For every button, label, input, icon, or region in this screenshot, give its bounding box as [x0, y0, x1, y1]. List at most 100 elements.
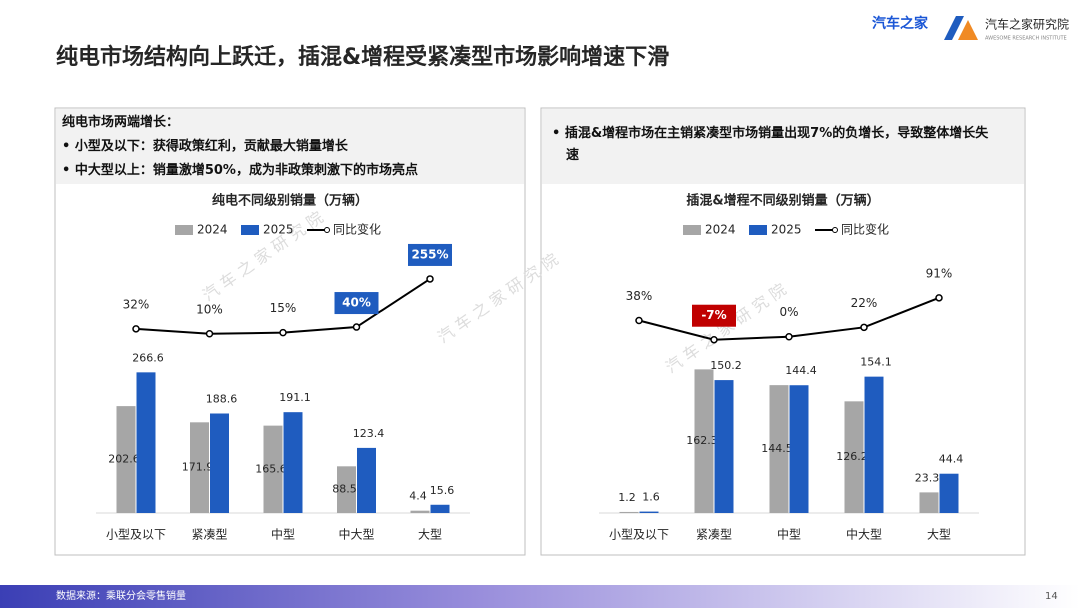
bar: [190, 422, 209, 513]
institute-name: 汽车之家研究院: [985, 17, 1069, 32]
x-tick-label: 小型及以下: [106, 528, 166, 542]
data-label: 1.2: [618, 491, 636, 504]
data-label: 191.1: [279, 391, 311, 404]
notes: • 插混&增程市场在主销紧凑型市场销量出现7%的负增长，导致整体增长失速: [552, 123, 992, 167]
label-box: [334, 292, 379, 315]
bar: [410, 510, 430, 513]
data-label: 32%: [123, 297, 150, 311]
data-label: 15%: [270, 301, 297, 315]
data-label: 123.4: [353, 427, 385, 440]
data-label: 202.6: [108, 453, 140, 466]
legend-label: 同比变化: [333, 222, 381, 237]
data-label: 88.5: [332, 483, 357, 496]
legend-label: 同比变化: [841, 222, 889, 237]
data-label: 91%: [926, 266, 953, 280]
yoy-point: [132, 325, 140, 333]
logo-shape: [958, 20, 978, 40]
data-label: 0%: [779, 305, 798, 319]
legend-swatch: [683, 225, 701, 235]
data-label: 40%: [342, 296, 371, 310]
data-label: 266.6: [132, 351, 164, 364]
yoy-point: [426, 275, 434, 283]
data-label: 188.6: [206, 392, 238, 405]
note-line: • 小型及以下：获得政策红利，贡献最大销量增长: [62, 139, 348, 154]
page-number: 14: [1045, 591, 1058, 602]
legend-swatch: [749, 225, 767, 235]
data-label: 38%: [626, 289, 653, 303]
bar: [919, 492, 939, 513]
yoy-point: [785, 332, 793, 341]
data-label: 15.6: [430, 484, 455, 497]
bar: [116, 406, 136, 513]
note-line: • 中大型以上：销量激增50%，成为非政策刺激下的市场亮点: [62, 163, 418, 178]
x-tick-label: 大型: [418, 528, 442, 542]
panel-frame: [54, 107, 526, 556]
legend-label: 2025: [263, 223, 294, 237]
notes-bg: [542, 109, 1024, 184]
institute-en: AWESOME RESEARCH INSTITUTE: [985, 36, 1067, 42]
legend-label: 2025: [771, 223, 802, 237]
data-label: 10%: [196, 302, 223, 316]
data-label: 126.2: [836, 450, 868, 463]
legend-dot: [324, 227, 330, 233]
logo-shape: [944, 16, 964, 40]
yoy-point: [279, 328, 287, 337]
footer-source: 数据来源：乘联分会零售销量: [56, 589, 186, 602]
data-label: 154.1: [860, 356, 892, 369]
bar: [430, 504, 450, 513]
bar: [844, 401, 864, 513]
data-label: 23.3: [915, 471, 940, 484]
note-line: 纯电市场两端增长：: [62, 115, 180, 130]
data-label: 255%: [411, 247, 448, 261]
logo-text: 汽车之家: [872, 15, 929, 32]
bar: [136, 372, 156, 513]
x-tick-label: 中型: [271, 527, 295, 542]
x-tick-label: 中大型: [846, 527, 882, 542]
x-tick-label: 中型: [777, 527, 801, 542]
yoy-point: [635, 316, 643, 325]
footer-bar: [0, 585, 1080, 608]
x-tick-label: 中大型: [338, 527, 374, 542]
data-label: 165.6: [255, 462, 287, 475]
bar: [639, 511, 659, 513]
bar: [210, 413, 229, 513]
data-label: 4.4: [409, 490, 427, 503]
bar: [694, 369, 714, 513]
chart-title: 纯电不同级别销量（万辆）: [212, 193, 368, 209]
chart-title: 插混&增程不同级别销量（万辆）: [686, 193, 879, 209]
legend-label: 2024: [197, 223, 228, 237]
data-label: 144.4: [785, 364, 817, 377]
panel-frame: [540, 107, 1026, 556]
data-label: 44.4: [939, 453, 964, 466]
slide-title: 纯电市场结构向上跃迁，插混&增程受紧凑型市场影响增速下滑: [56, 44, 669, 70]
bar: [714, 380, 734, 513]
notes: 纯电市场两端增长： • 小型及以下：获得政策红利，贡献最大销量增长 • 中大型以…: [62, 111, 522, 183]
legend-dot: [832, 227, 838, 233]
notes-bg: [56, 109, 524, 184]
bar: [263, 425, 283, 513]
yoy-point: [860, 323, 868, 332]
data-label: 22%: [851, 296, 878, 310]
data-label: 150.2: [710, 359, 742, 372]
data-label: -7%: [701, 308, 726, 322]
legend-label: 2024: [705, 223, 736, 237]
yoy-point: [205, 330, 214, 338]
bar: [357, 447, 376, 513]
legend-swatch: [241, 225, 259, 235]
note-line: • 插混&增程市场在主销紧凑型市场销量出现7%的负增长，导致整体增长失速: [552, 126, 989, 163]
yoy-point: [710, 335, 718, 344]
bar: [619, 511, 639, 513]
label-box: [692, 304, 736, 327]
bar: [283, 412, 303, 513]
data-label: 1.6: [642, 491, 660, 504]
bar: [769, 385, 789, 513]
bar: [864, 376, 884, 513]
data-label: 162.3: [686, 434, 718, 447]
watermark: 汽 车 之 家 研 究 院: [434, 250, 562, 347]
label-box: [408, 243, 452, 266]
legend-swatch: [175, 225, 193, 235]
x-tick-label: 小型及以下: [609, 528, 669, 542]
x-tick-label: 紧凑型: [191, 528, 227, 542]
